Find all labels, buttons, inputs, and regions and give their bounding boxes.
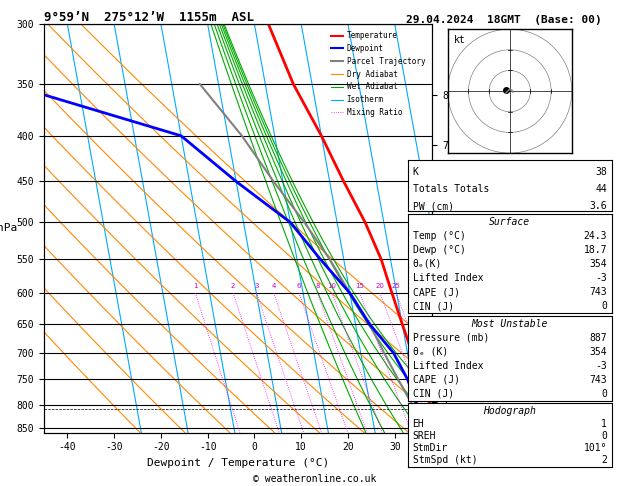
Text: 0: 0: [601, 431, 607, 441]
Text: 2: 2: [601, 455, 607, 466]
Text: 8: 8: [315, 283, 320, 289]
Text: 1: 1: [193, 283, 198, 289]
Text: 743: 743: [589, 375, 607, 385]
Text: 25: 25: [392, 283, 401, 289]
Text: CAPE (J): CAPE (J): [413, 287, 460, 297]
Text: θₑ(K): θₑ(K): [413, 259, 442, 269]
Text: -3: -3: [595, 273, 607, 283]
Text: EH: EH: [413, 419, 425, 429]
Text: 9°59’N  275°12’W  1155m  ASL: 9°59’N 275°12’W 1155m ASL: [44, 11, 254, 24]
Text: hPa: hPa: [0, 224, 17, 233]
Text: SREH: SREH: [413, 431, 436, 441]
Text: K: K: [413, 167, 418, 177]
Text: 354: 354: [589, 259, 607, 269]
Text: StmSpd (kt): StmSpd (kt): [413, 455, 477, 466]
Text: 10: 10: [328, 283, 337, 289]
Text: CIN (J): CIN (J): [413, 301, 454, 312]
Text: 20: 20: [376, 283, 384, 289]
Text: LCL: LCL: [433, 405, 448, 414]
Text: 0: 0: [601, 389, 607, 399]
Text: Dewp (°C): Dewp (°C): [413, 244, 465, 255]
Text: © weatheronline.co.uk: © weatheronline.co.uk: [253, 473, 376, 484]
Text: 3: 3: [254, 283, 259, 289]
Text: 4: 4: [272, 283, 276, 289]
Text: StmDir: StmDir: [413, 443, 448, 453]
Text: Temp (°C): Temp (°C): [413, 230, 465, 241]
Text: PW (cm): PW (cm): [413, 201, 454, 211]
Text: 44: 44: [595, 184, 607, 194]
Text: 101°: 101°: [584, 443, 607, 453]
Text: 29.04.2024  18GMT  (Base: 00): 29.04.2024 18GMT (Base: 00): [406, 15, 601, 25]
Text: 24.3: 24.3: [584, 230, 607, 241]
Text: 1: 1: [601, 419, 607, 429]
Text: 354: 354: [589, 347, 607, 357]
Text: Most Unstable: Most Unstable: [472, 319, 548, 329]
Text: Pressure (mb): Pressure (mb): [413, 332, 489, 343]
Y-axis label: km
ASL: km ASL: [460, 228, 477, 250]
Legend: Temperature, Dewpoint, Parcel Trajectory, Dry Adiabat, Wet Adiabat, Isotherm, Mi: Temperature, Dewpoint, Parcel Trajectory…: [328, 28, 428, 120]
Text: Totals Totals: Totals Totals: [413, 184, 489, 194]
Text: kt: kt: [454, 35, 466, 45]
Text: CAPE (J): CAPE (J): [413, 375, 460, 385]
Text: Hodograph: Hodograph: [483, 406, 537, 416]
Text: 743: 743: [589, 287, 607, 297]
Text: -3: -3: [595, 361, 607, 371]
Text: θₑ (K): θₑ (K): [413, 347, 448, 357]
Text: 0: 0: [601, 301, 607, 312]
X-axis label: Dewpoint / Temperature (°C): Dewpoint / Temperature (°C): [147, 458, 329, 468]
Text: 887: 887: [589, 332, 607, 343]
Text: 15: 15: [355, 283, 364, 289]
Text: Lifted Index: Lifted Index: [413, 361, 483, 371]
Text: Mixing Ratio (g/kg): Mixing Ratio (g/kg): [436, 213, 445, 309]
Text: CIN (J): CIN (J): [413, 389, 454, 399]
Text: 18.7: 18.7: [584, 244, 607, 255]
Text: 2: 2: [231, 283, 235, 289]
Text: 38: 38: [595, 167, 607, 177]
Text: 6: 6: [297, 283, 301, 289]
Text: Surface: Surface: [489, 217, 530, 226]
Text: Lifted Index: Lifted Index: [413, 273, 483, 283]
Text: 3.6: 3.6: [589, 201, 607, 211]
